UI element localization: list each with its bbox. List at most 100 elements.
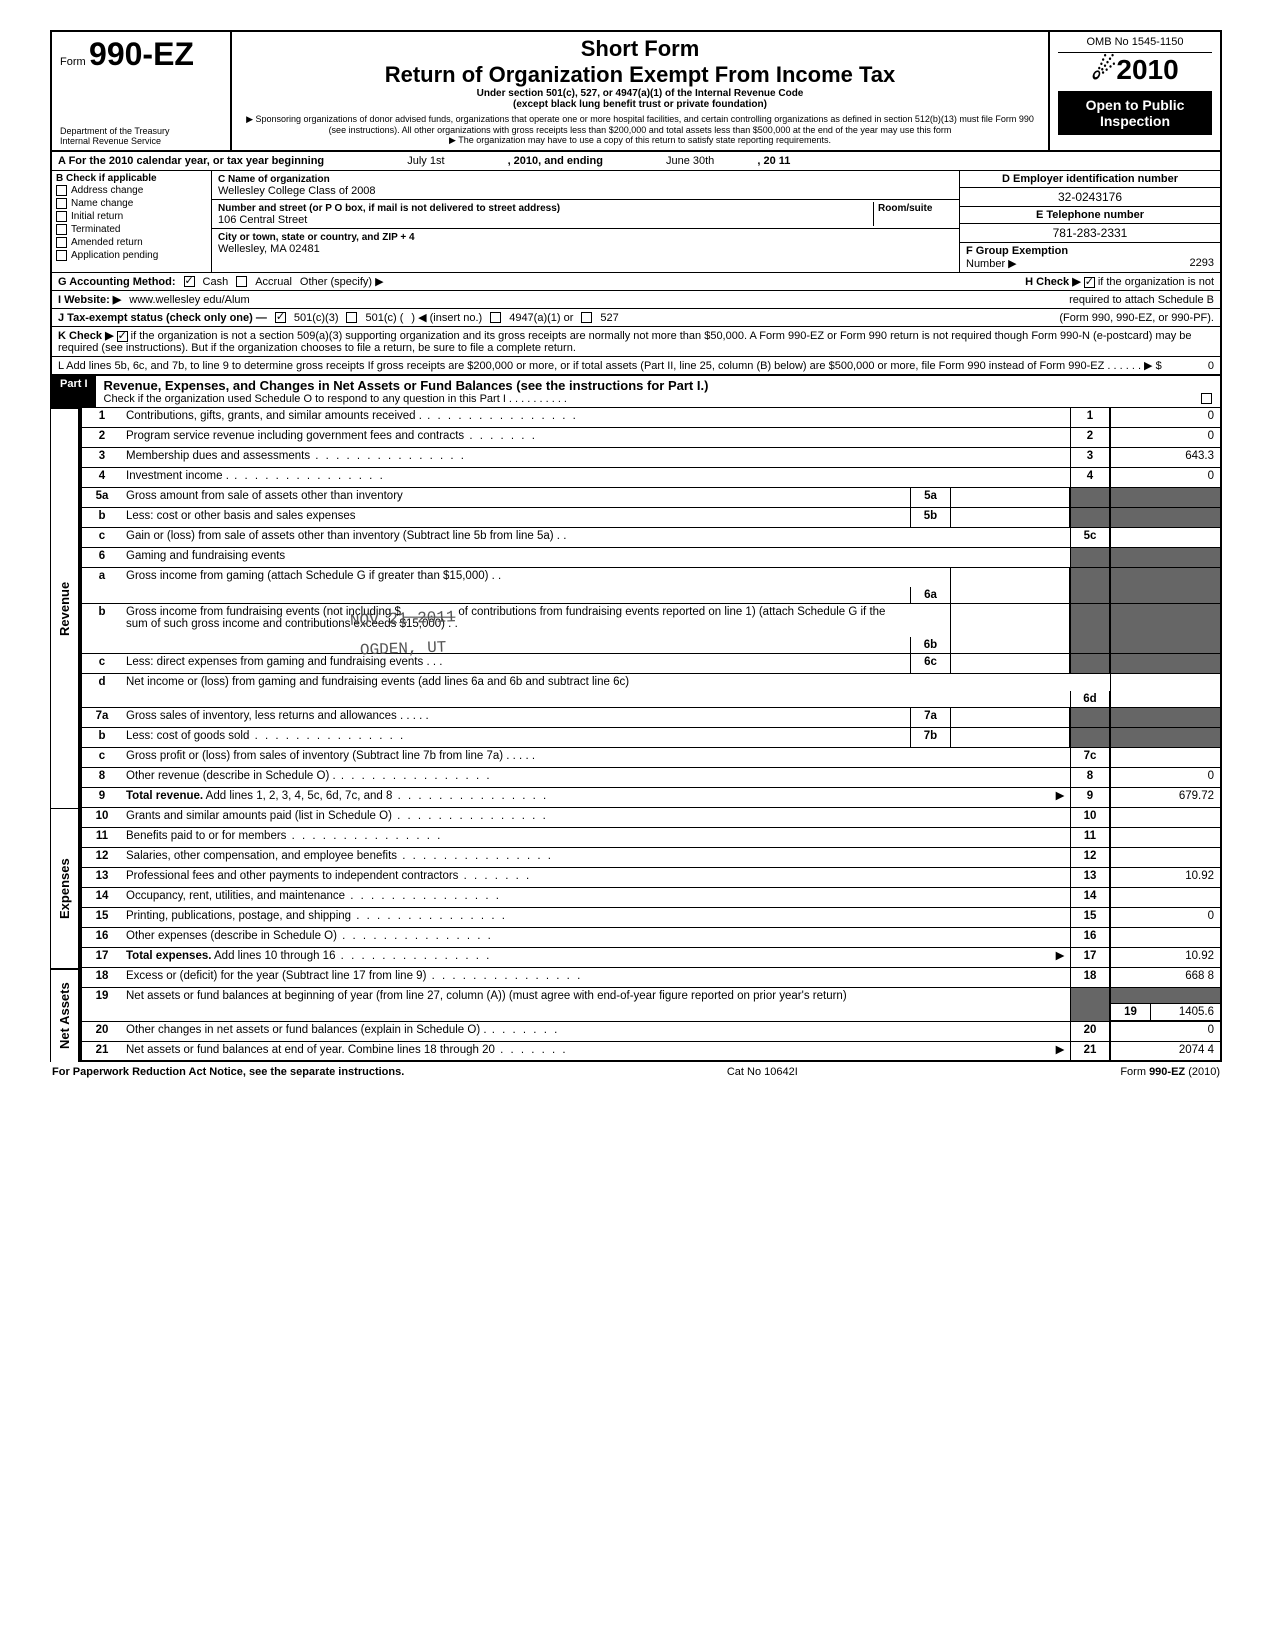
line-6b: bGross income from fundraising events (n… (80, 604, 1222, 654)
checkbox-address-change[interactable] (56, 185, 67, 196)
header-note-2: ▶ The organization may have to use a cop… (240, 135, 1040, 146)
line-3: 3Membership dues and assessments3643.3 (80, 448, 1222, 468)
group-exempt-number: 2293 (1190, 257, 1214, 269)
header-note-1: ▶ Sponsoring organizations of donor advi… (240, 114, 1040, 135)
k-text: if the organization is not a section 509… (58, 330, 1191, 354)
form-header: Form 990-EZ Department of the Treasury I… (50, 30, 1222, 152)
section-b-label: B Check if applicable (56, 173, 207, 184)
subtitle-2: (except black lung benefit trust or priv… (240, 99, 1040, 110)
section-c: C Name of organization Wellesley College… (212, 171, 960, 272)
line-4: 4Investment income .40 (80, 468, 1222, 488)
footer-left: For Paperwork Reduction Act Notice, see … (52, 1066, 404, 1078)
form-990-note: (Form 990, 990-EZ, or 990-PF). (1059, 312, 1214, 324)
l-value: 0 (1208, 360, 1214, 372)
section-a-mid: , 2010, and ending (508, 155, 603, 167)
checkbox-initial-return[interactable] (56, 211, 67, 222)
line-17: 17Total expenses. Add lines 10 through 1… (80, 948, 1222, 968)
return-title: Return of Organization Exempt From Incom… (240, 62, 1040, 88)
side-net-assets: Net Assets (50, 968, 80, 1062)
tax-year-end: June 30th (666, 155, 714, 167)
line-2: 2Program service revenue including gover… (80, 428, 1222, 448)
side-expenses: Expenses (50, 808, 80, 968)
l-text: L Add lines 5b, 6c, and 7b, to line 9 to… (58, 359, 1200, 372)
room-label: Room/suite (878, 203, 932, 214)
section-c-label: C Name of organization (218, 174, 330, 185)
line-15: 15Printing, publications, postage, and s… (80, 908, 1222, 928)
line-5b: bLess: cost or other basis and sales exp… (80, 508, 1222, 528)
side-revenue: Revenue (50, 408, 80, 808)
line-7a: 7aGross sales of inventory, less returns… (80, 708, 1222, 728)
tax-year-begin: July 1st (407, 155, 444, 167)
subtitle-1: Under section 501(c), 527, or 4947(a)(1)… (240, 88, 1040, 99)
line-6d: dNet income or (loss) from gaming and fu… (80, 674, 1222, 708)
group-exempt-label: F Group Exemption (966, 245, 1068, 257)
line-19: 19Net assets or fund balances at beginni… (80, 988, 1222, 1022)
checkbox-501c[interactable] (346, 312, 357, 323)
footer-cat: Cat No 10642I (727, 1066, 798, 1078)
form-word: Form (60, 56, 86, 68)
checkbox-k[interactable] (117, 331, 128, 342)
line-11: 11Benefits paid to or for members11 (80, 828, 1222, 848)
section-a-pre: A For the 2010 calendar year, or tax yea… (58, 155, 324, 167)
checkbox-501c3[interactable] (275, 312, 286, 323)
tax-year: ☄2010 (1058, 53, 1212, 87)
checkbox-amended[interactable] (56, 237, 67, 248)
checkbox-4947[interactable] (490, 312, 501, 323)
line-13: 13Professional fees and other payments t… (80, 868, 1222, 888)
k-label: K Check ▶ (58, 330, 114, 342)
line-5a: 5aGross amount from sale of assets other… (80, 488, 1222, 508)
org-city: Wellesley, MA 02481 (218, 243, 320, 255)
line-1: 1Contributions, gifts, grants, and simil… (80, 408, 1222, 428)
line-7b: bLess: cost of goods sold7b (80, 728, 1222, 748)
org-address: 106 Central Street (218, 214, 307, 226)
addr-label: Number and street (or P O box, if mail i… (218, 203, 560, 214)
section-b: B Check if applicable Address change Nam… (52, 171, 212, 272)
form-number: 990-EZ (89, 36, 194, 72)
section-d: D Employer identification number 32-0243… (960, 171, 1220, 272)
website-url: www.wellesley edu/Alum (129, 294, 249, 306)
line-9: 9Total revenue. Add lines 1, 2, 3, 4, 5c… (80, 788, 1222, 808)
checkbox-cash[interactable] (184, 276, 195, 287)
phone-label: E Telephone number (1036, 209, 1144, 221)
checkbox-schedule-o[interactable] (1201, 393, 1212, 404)
short-form-label: Short Form (240, 36, 1040, 62)
accounting-other: Other (specify) ▶ (300, 275, 384, 288)
ein-value: 32-0243176 (960, 188, 1220, 207)
line-6: 6Gaming and fundraising events (80, 548, 1222, 568)
line-21: 21Net assets or fund balances at end of … (80, 1042, 1222, 1062)
checkbox-h[interactable] (1084, 277, 1095, 288)
open-to-public: Open to Public Inspection (1058, 91, 1212, 135)
checkbox-527[interactable] (581, 312, 592, 323)
line-7c: cGross profit or (loss) from sales of in… (80, 748, 1222, 768)
line-18: 18Excess or (deficit) for the year (Subt… (80, 968, 1222, 988)
line-12: 12Salaries, other compensation, and empl… (80, 848, 1222, 868)
dept-irs: Internal Revenue Service (60, 136, 222, 146)
section-a-row: A For the 2010 calendar year, or tax yea… (50, 152, 1222, 171)
tax-exempt-label: J Tax-exempt status (check only one) — (58, 312, 267, 324)
checkbox-accrual[interactable] (236, 276, 247, 287)
schedule-b-note: required to attach Schedule B (1069, 294, 1214, 306)
ein-label: D Employer identification number (1002, 173, 1178, 185)
line-5c: cGain or (loss) from sale of assets othe… (80, 528, 1222, 548)
org-name: Wellesley College Class of 2008 (218, 185, 376, 197)
info-grid: B Check if applicable Address change Nam… (50, 171, 1222, 272)
accounting-method-label: G Accounting Method: (58, 276, 176, 288)
line-6c: cLess: direct expenses from gaming and f… (80, 654, 1222, 674)
checkbox-application-pending[interactable] (56, 250, 67, 261)
dept-treasury: Department of the Treasury (60, 126, 222, 136)
footer-form: Form 990-EZ (2010) (1120, 1066, 1220, 1078)
website-label: I Website: ▶ (58, 293, 121, 306)
phone-value: 781-283-2331 (960, 224, 1220, 243)
h-label: H Check ▶ (1025, 276, 1081, 288)
line-8: 8Other revenue (describe in Schedule O) … (80, 768, 1222, 788)
part-1-title: Revenue, Expenses, and Changes in Net As… (104, 378, 709, 393)
city-label: City or town, state or country, and ZIP … (218, 232, 415, 243)
section-a-yr: , 20 11 (757, 155, 790, 167)
line-10: 10Grants and similar amounts paid (list … (80, 808, 1222, 828)
line-14: 14Occupancy, rent, utilities, and mainte… (80, 888, 1222, 908)
line-20: 20Other changes in net assets or fund ba… (80, 1022, 1222, 1042)
footer: For Paperwork Reduction Act Notice, see … (50, 1062, 1222, 1082)
checkbox-name-change[interactable] (56, 198, 67, 209)
omb-number: OMB No 1545-1150 (1058, 36, 1212, 53)
checkbox-terminated[interactable] (56, 224, 67, 235)
